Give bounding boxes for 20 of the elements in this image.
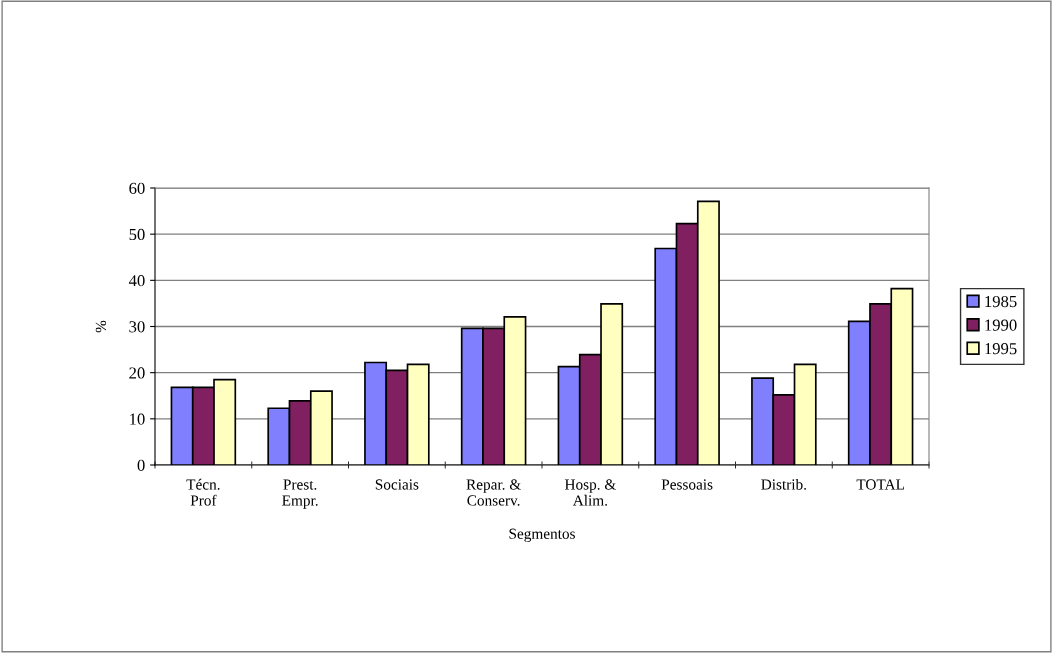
x-tick-label: Distrib. [761,478,806,490]
x-tick-label: Repar. & Conserv. [466,479,521,506]
x-tick-label: Pessoais [661,479,713,490]
y-tick-label: 0 [137,459,145,471]
y-tick-label: 50 [129,228,145,241]
x-tick-label: TOTAL [856,479,904,490]
y-tick-label: 10 [130,413,145,425]
legend-label: 1995 [985,343,1017,355]
x-axis-title: Segmentos [509,528,575,543]
y-tick-label: 60 [129,182,145,194]
y-tick-label: 40 [128,275,145,287]
y-tick-label: 20 [129,367,145,379]
legend-label: 1985 [985,295,1017,308]
x-tick-label: Sociais [375,479,419,490]
x-tick-label: Hosp. & Alim. [564,479,616,506]
x-tick-label: Técn. Prof [186,478,220,506]
y-axis-title: % [95,320,107,333]
y-tick-label: 30 [129,321,145,333]
x-tick-label: Prest. Empr. [282,479,318,509]
legend-label: 1990 [985,319,1017,331]
